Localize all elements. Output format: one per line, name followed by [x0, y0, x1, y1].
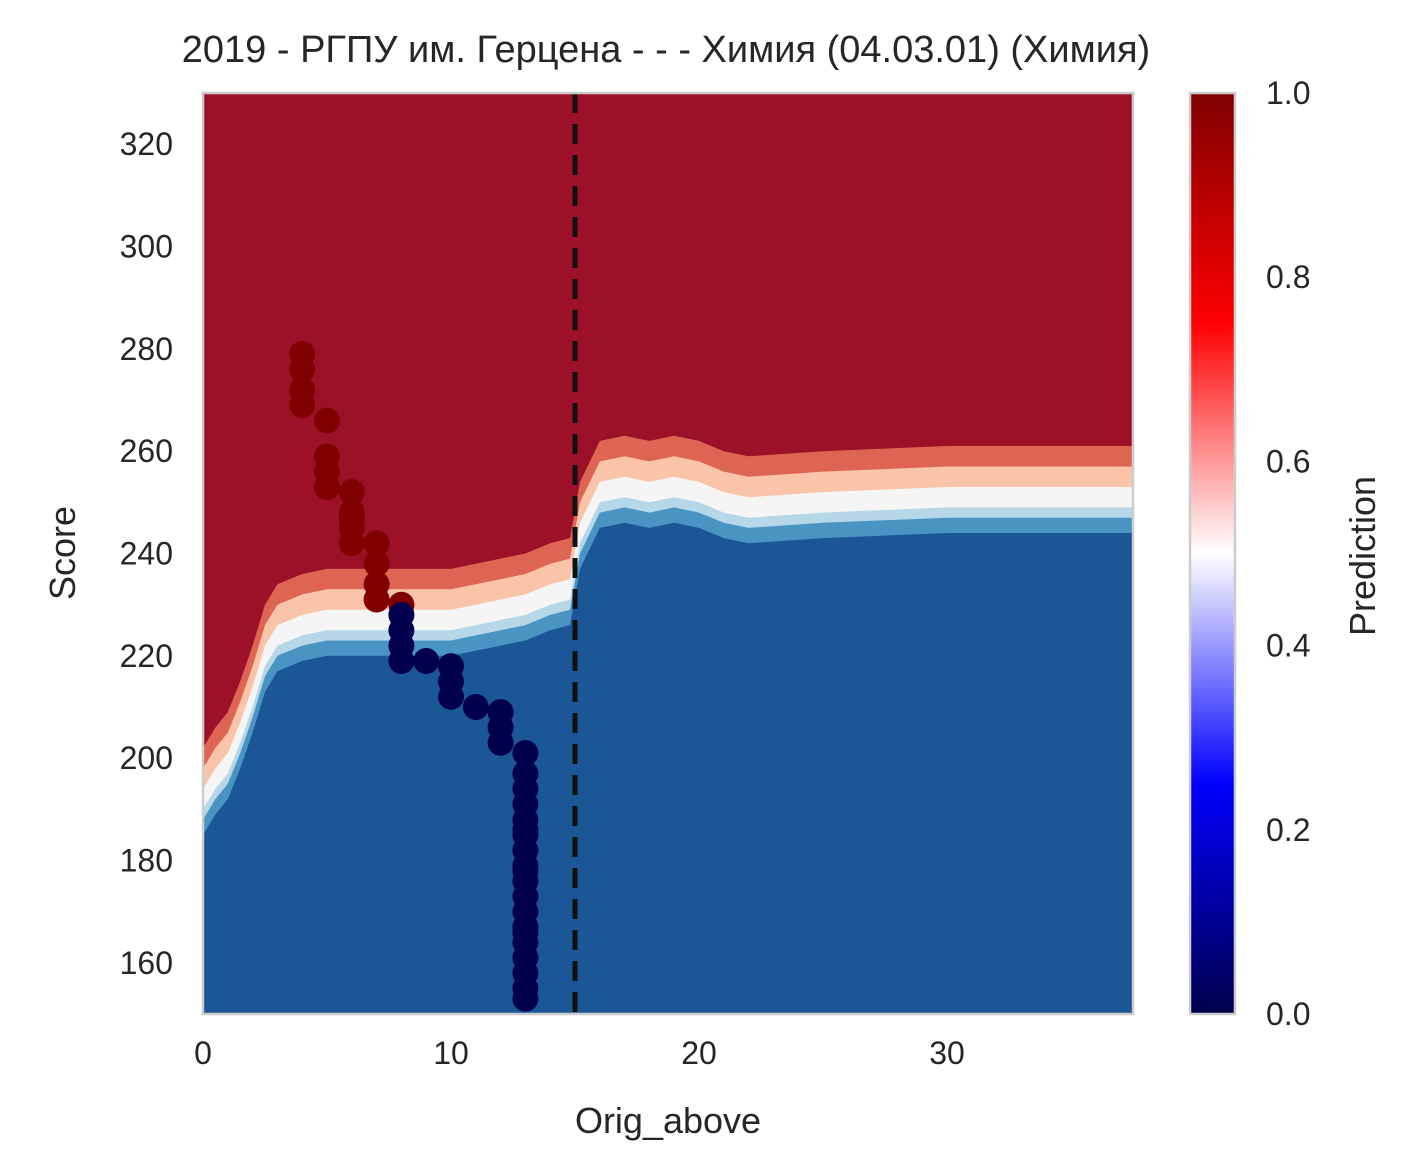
- scatter-point-class-0: [487, 729, 514, 756]
- plot-frame: [201, 91, 1135, 1016]
- scatter-point-class-0: [512, 740, 539, 766]
- colorbar-tick-label: 0.4: [1266, 628, 1310, 664]
- scatter-points: [289, 341, 539, 1012]
- x-axis: 0 10 20 30: [194, 1035, 965, 1071]
- contour-band-1: [203, 93, 1133, 748]
- x-tick-label: 10: [433, 1035, 469, 1071]
- scatter-point-class-1: [314, 474, 340, 500]
- y-tick-label: 180: [120, 843, 173, 879]
- colorbar: 0.0 0.2 0.4 0.6 0.8 1.0 Prediction: [1188, 75, 1383, 1032]
- scatter-point-class-0: [438, 683, 464, 710]
- scatter-point-class-1: [289, 356, 316, 383]
- y-tick-label: 320: [120, 126, 173, 162]
- scatter-point-class-0: [413, 648, 440, 674]
- y-tick-label: 280: [120, 331, 173, 367]
- scatter-point-class-1: [338, 530, 365, 557]
- contour-fill: [203, 93, 1133, 1014]
- scatter-point-class-1: [338, 504, 365, 531]
- y-tick-label: 200: [120, 740, 173, 776]
- colorbar-ticks: 0.0 0.2 0.4 0.6 0.8 1.0: [1266, 75, 1310, 1032]
- scatter-point-class-0: [512, 816, 539, 843]
- x-axis-label: Orig_above: [575, 1100, 761, 1141]
- scatter-point-class-1: [363, 530, 390, 557]
- colorbar-tick-label: 0.8: [1266, 259, 1310, 295]
- y-axis-label: Score: [42, 506, 83, 600]
- chart-title: 2019 - РГПУ им. Герцена - - - Химия (04.…: [182, 29, 1150, 71]
- x-tick-label: 20: [681, 1035, 717, 1071]
- colorbar-tick-label: 0.0: [1266, 996, 1310, 1032]
- x-tick-label: 0: [194, 1035, 212, 1071]
- y-tick-label: 160: [120, 945, 173, 981]
- plot-area: [203, 93, 1133, 1014]
- colorbar-gradient: [1188, 91, 1237, 1016]
- y-axis: 160 180 200 220 240 260 280 300 320: [120, 126, 173, 981]
- scatter-point-class-1: [338, 479, 365, 506]
- scatter-point-class-1: [363, 586, 390, 613]
- scatter-point-class-0: [388, 648, 415, 674]
- y-tick-label: 300: [120, 229, 173, 265]
- scatter-point-class-1: [314, 407, 340, 434]
- y-tick-label: 260: [120, 433, 173, 469]
- scatter-point-class-1: [363, 550, 390, 577]
- x-tick-label: 30: [929, 1035, 965, 1071]
- colorbar-tick-label: 1.0: [1266, 75, 1310, 111]
- y-tick-label: 220: [120, 638, 173, 674]
- colorbar-label: Prediction: [1342, 476, 1383, 636]
- y-tick-label: 240: [120, 536, 173, 572]
- scatter-point-class-0: [462, 694, 489, 720]
- scatter-point-class-0: [512, 857, 539, 884]
- scatter-point-class-0: [512, 919, 539, 946]
- colorbar-tick-label: 0.2: [1266, 812, 1310, 848]
- scatter-point-class-0: [512, 985, 539, 1012]
- colorbar-tick-label: 0.6: [1266, 443, 1310, 479]
- scatter-point-class-1: [289, 392, 316, 419]
